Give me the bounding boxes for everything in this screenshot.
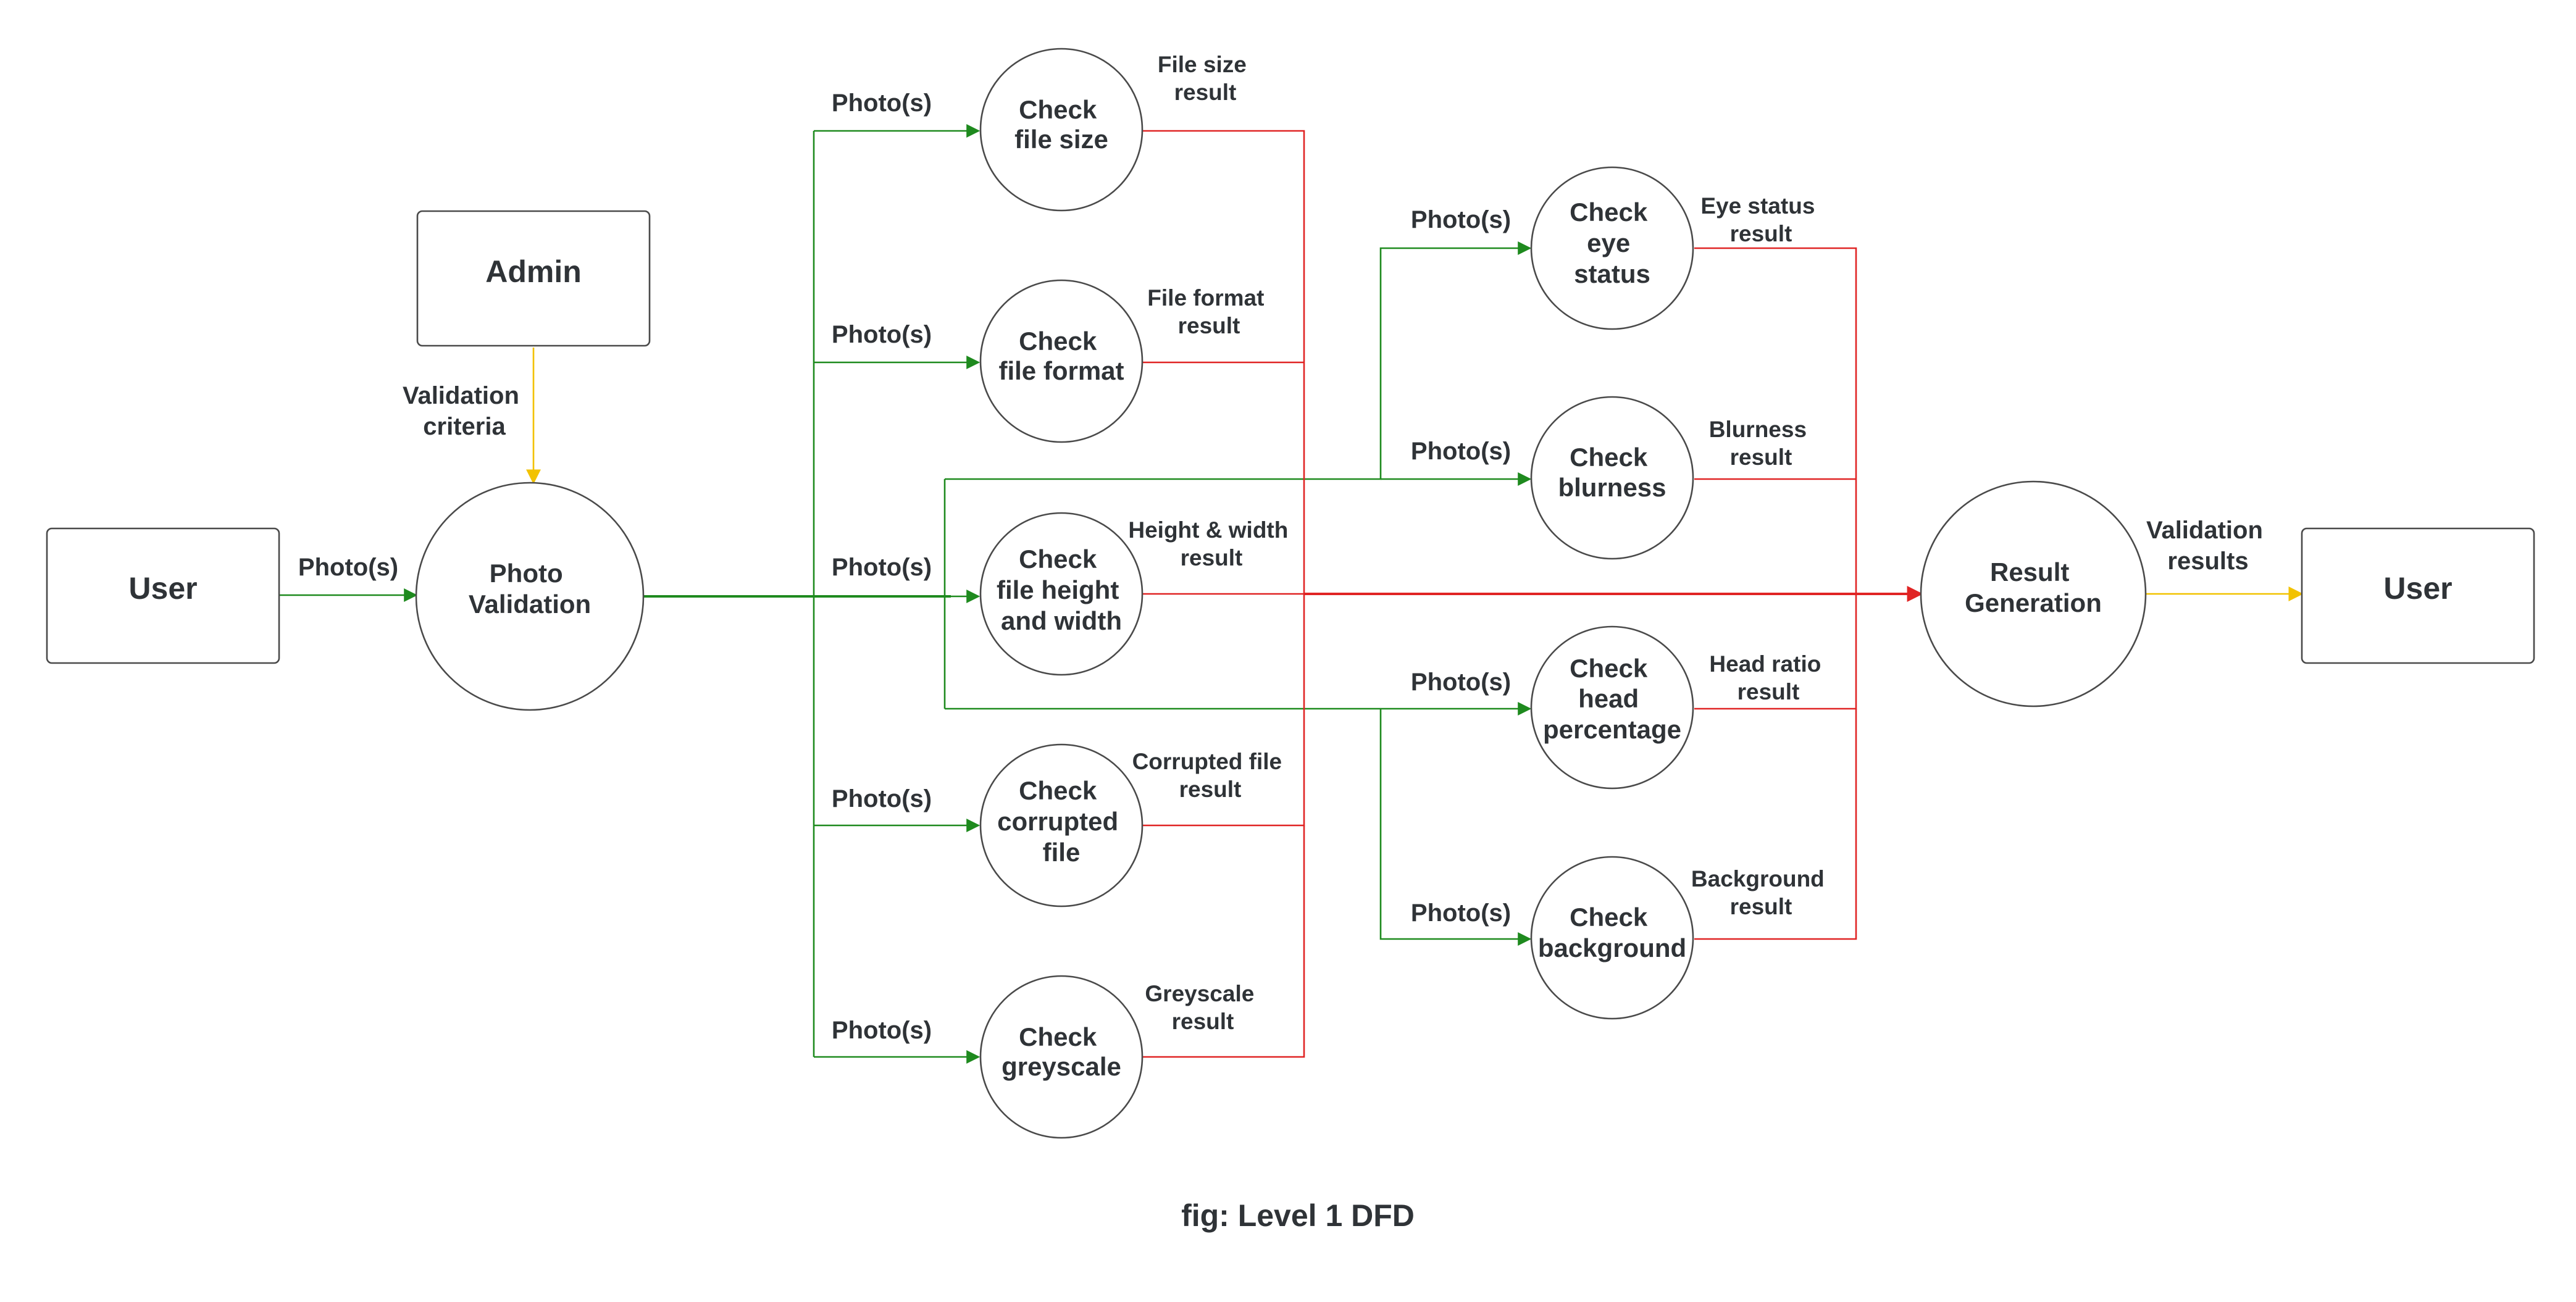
edge-to-background	[1379, 709, 1532, 946]
flow-label-blurness-result: Blurness result	[1709, 417, 1813, 470]
edge-background-result	[1694, 709, 1857, 940]
entity-user-left: User	[46, 527, 280, 664]
flow-label-height-width-result: Height & width result	[1128, 517, 1294, 570]
process-result-generation-label: Result Generation	[1965, 557, 2102, 617]
process-blurness: Check blurness	[1530, 396, 1694, 560]
entity-admin: Admin	[416, 210, 651, 347]
flow-label-user-photos: Photo(s)	[298, 554, 398, 581]
flow-label-file-format-result: File format result	[1147, 285, 1270, 338]
process-corrupted-label: Check corrupted file	[997, 776, 1126, 867]
flow-label-head-ratio-result: Head ratio result	[1709, 651, 1827, 704]
flow-label-greyscale-result: Greyscale result	[1145, 981, 1260, 1034]
flow-label-validation-results: Validation results	[2146, 517, 2270, 575]
process-file-size-label: Check file size	[1014, 95, 1108, 154]
flow-label-photos-eye: Photo(s)	[1411, 206, 1511, 233]
flow-label-photos-height-width: Photo(s)	[832, 554, 932, 581]
external-entities: User Admin User	[46, 210, 2535, 664]
process-file-size: Check file size	[979, 48, 1144, 212]
flow-label-photos-background: Photo(s)	[1411, 899, 1511, 927]
edge-file-size-result	[1142, 130, 1305, 594]
edges	[279, 124, 2304, 1064]
process-result-generation: Result Generation	[1920, 480, 2147, 707]
process-height-width: Check file height and width	[979, 512, 1144, 676]
process-blurness-label: Check blurness	[1558, 443, 1666, 502]
processes: Photo Validation Check file size Check f…	[415, 48, 2147, 1139]
flow-label-photos-file-size: Photo(s)	[832, 90, 932, 117]
process-head-percentage-label: Check head percentage	[1543, 654, 1681, 744]
process-file-format: Check file format	[979, 279, 1144, 443]
flow-label-corrupted-result: Corrupted file result	[1132, 749, 1289, 802]
flow-label-photos-greyscale: Photo(s)	[832, 1017, 932, 1044]
flow-label-eye-status-result: Eye status result	[1700, 193, 1821, 246]
process-background-label: Check background	[1538, 903, 1686, 962]
flow-label-validation-criteria: Validation criteria	[403, 382, 526, 440]
process-file-format-label: Check file format	[998, 327, 1124, 385]
process-head-percentage: Check head percentage	[1530, 625, 1694, 790]
entity-user-left-label: User	[128, 571, 197, 606]
entity-user-right-label: User	[2383, 571, 2452, 606]
process-eye-status-label: Check eye status	[1570, 198, 1655, 288]
process-photo-validation: Photo Validation	[415, 482, 645, 711]
flow-label-file-size-result: File size result	[1158, 52, 1253, 105]
flow-label-photos-head: Photo(s)	[1411, 669, 1511, 696]
process-background: Check background	[1530, 856, 1694, 1020]
entity-user-right: User	[2301, 527, 2535, 664]
process-eye-status: Check eye status	[1530, 166, 1694, 330]
process-height-width-label: Check file height and width	[997, 545, 1126, 635]
process-greyscale: Check greyscale	[979, 975, 1144, 1139]
process-corrupted: Check corrupted file	[979, 743, 1144, 908]
flow-label-photos-file-format: Photo(s)	[832, 321, 932, 348]
process-greyscale-label: Check greyscale	[1002, 1022, 1121, 1081]
flow-label-photos-blurness: Photo(s)	[1411, 438, 1511, 465]
edge-to-eye-status	[945, 241, 1532, 480]
figure-caption: fig: Level 1 DFD	[1181, 1198, 1415, 1233]
process-photo-validation-label: Photo Validation	[469, 559, 591, 619]
flow-labels: Photo(s) Validation criteria Photo(s) Ph…	[298, 52, 2270, 1044]
edge-greyscale-result	[1142, 825, 1305, 1058]
flow-label-photos-corrupted: Photo(s)	[832, 785, 932, 812]
entity-admin-label: Admin	[485, 254, 582, 289]
flow-label-background-result: Background result	[1691, 866, 1831, 919]
